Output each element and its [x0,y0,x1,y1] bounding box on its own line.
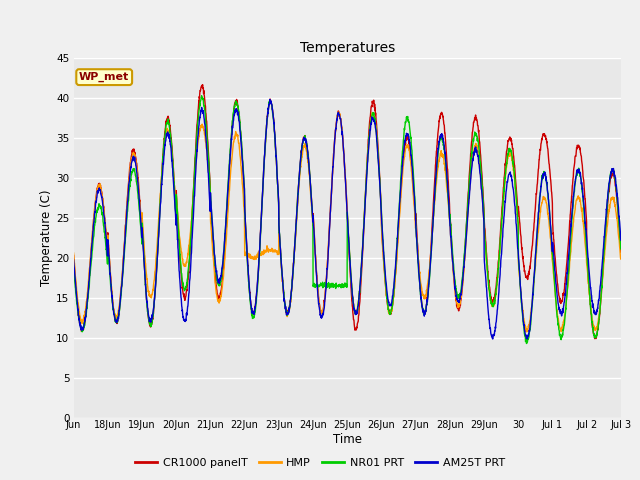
Text: WP_met: WP_met [79,72,129,82]
Y-axis label: Temperature (C): Temperature (C) [40,189,53,286]
X-axis label: Time: Time [333,433,362,446]
Title: Temperatures: Temperatures [300,41,395,55]
Legend: CR1000 panelT, HMP, NR01 PRT, AM25T PRT: CR1000 panelT, HMP, NR01 PRT, AM25T PRT [131,453,509,472]
